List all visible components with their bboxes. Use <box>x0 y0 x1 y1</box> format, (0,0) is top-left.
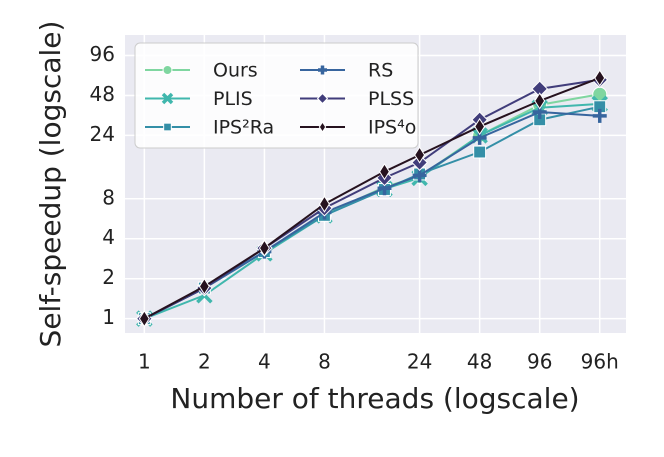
marker <box>474 117 486 136</box>
marker <box>594 69 606 87</box>
legend-box <box>134 42 419 149</box>
y-tick-label: 8 <box>102 185 115 209</box>
marker <box>318 121 327 133</box>
y-tick-label: 2 <box>102 265 115 289</box>
marker <box>198 277 210 296</box>
marker <box>318 65 327 75</box>
marker <box>258 239 270 257</box>
marker <box>162 65 173 75</box>
legend-label: PLIS <box>213 88 253 110</box>
marker <box>414 146 426 164</box>
x-tick-label: 48 <box>467 350 492 374</box>
legend-label: PLSS <box>368 88 414 110</box>
x-tick-label: 96 <box>527 350 552 374</box>
y-tick-label: 96 <box>90 42 115 66</box>
legend: Ours PLIS IPS²Ra RS PLSS IPS⁴o <box>134 42 419 149</box>
y-tick-label: 4 <box>102 225 115 249</box>
marker <box>318 195 330 213</box>
marker <box>592 108 607 123</box>
legend-label: IPS⁴o <box>368 117 416 139</box>
marker <box>163 122 172 132</box>
series <box>138 69 606 328</box>
marker <box>473 145 487 159</box>
x-tick-label: 1 <box>138 350 151 374</box>
y-tick-label: 1 <box>102 305 115 329</box>
x-tick-label: 24 <box>407 350 432 374</box>
legend-label: RS <box>368 60 393 82</box>
x-tick-label: 8 <box>318 350 331 374</box>
x-tick-label: 2 <box>198 350 211 374</box>
x-tick-label: 4 <box>258 350 271 374</box>
marker <box>379 163 390 181</box>
legend-label: Ours <box>213 60 258 82</box>
legend-label: IPS²Ra <box>213 117 274 139</box>
x-axis-label: Number of threads (logscale) <box>170 382 579 415</box>
x-tick-label: 96h <box>581 350 619 374</box>
y-tick-label: 48 <box>90 82 115 106</box>
marker <box>161 92 174 105</box>
marker <box>534 92 546 110</box>
marker <box>316 92 329 105</box>
marker <box>138 310 150 328</box>
y-axis-label: Self-speedup (logscale) <box>34 21 67 348</box>
y-tick-label: 24 <box>90 122 115 146</box>
